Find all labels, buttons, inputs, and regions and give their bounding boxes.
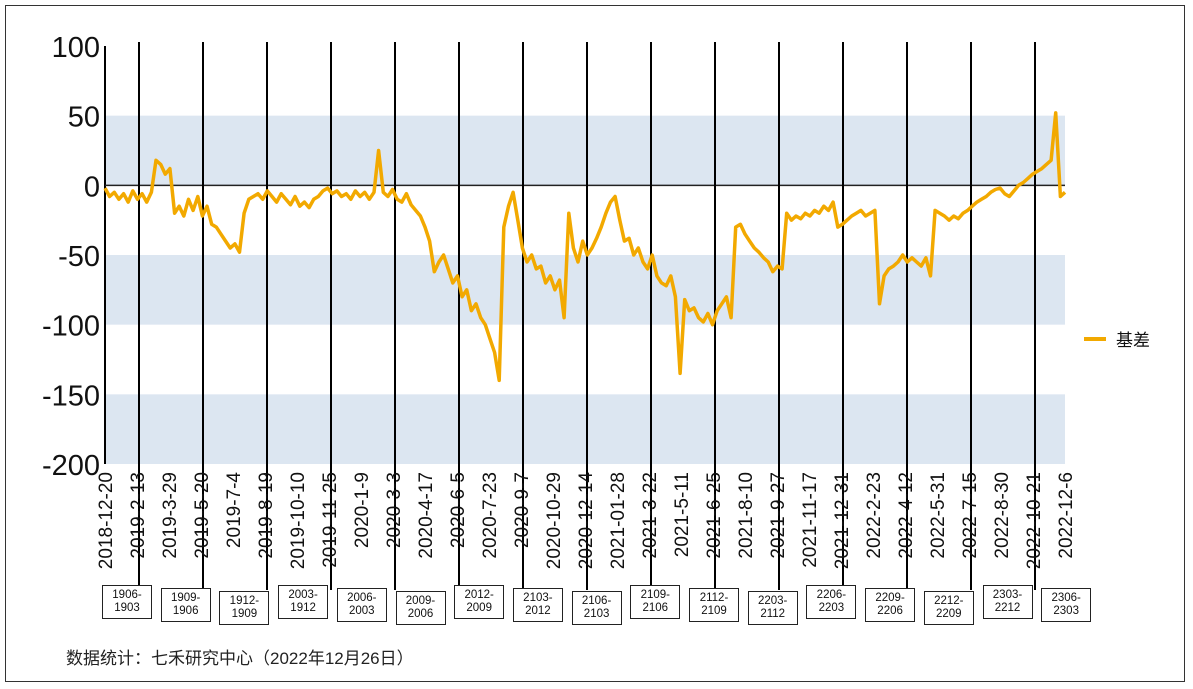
x-tick-label: 2019-5-20: [192, 472, 213, 559]
x-tick-label: 2021-8-10: [736, 472, 757, 559]
x-tick-label: 2021-9-27: [768, 472, 789, 559]
y-tick-label: -150: [42, 380, 100, 412]
x-tick-label: 2021-3-22: [640, 472, 661, 559]
x-tick-label: 2022-2-23: [864, 472, 885, 559]
x-tick-label: 2021-6-25: [704, 472, 725, 559]
x-tick-label: 2020-7-23: [480, 472, 501, 559]
x-tick-label: 2020-3-3: [384, 472, 405, 548]
x-tick-label: 2022-4-12: [896, 472, 917, 559]
y-tick-label: -50: [58, 241, 100, 273]
band-0: [105, 115, 1065, 186]
x-tick-label: 2019-7-4: [224, 472, 245, 548]
x-tick-label: 2022-5-31: [928, 472, 949, 559]
legend: 基差: [1084, 326, 1150, 351]
y-tick-label: -100: [42, 311, 100, 343]
x-tick-label: 2022-7-15: [960, 472, 981, 559]
x-tick-label: 2020-4-17: [416, 472, 437, 559]
band-1: [105, 255, 1065, 325]
series-line-basis: [103, 111, 1067, 383]
legend-label: 基差: [1116, 331, 1150, 350]
x-tick-label: 2022-10-21: [1024, 472, 1045, 569]
source-footnote: 数据统计：七禾研究中心（2022年12月26日）: [66, 649, 414, 668]
legend-swatch: [1084, 336, 1106, 341]
x-tick-label: 2020-6-5: [448, 472, 469, 548]
x-tick-label: 2019-8-19: [256, 472, 277, 559]
band-2: [105, 394, 1065, 464]
chart-frame: [5, 5, 1185, 682]
y-tick-label: 50: [68, 102, 100, 134]
x-tick-label: 2021-12-31: [832, 472, 853, 569]
x-tick-label: 2018-12-20: [96, 472, 117, 569]
y-tick-label: 100: [52, 32, 100, 64]
x-tick-label: 2019-11-25: [320, 472, 341, 568]
x-tick-label: 2019-2-13: [128, 472, 149, 559]
x-tick-label: 2021-11-17: [800, 472, 821, 568]
y-tick-label: 0: [84, 171, 100, 203]
x-tick-label: 2020-9-7: [512, 472, 533, 548]
x-tick-label: 2020-1-9: [352, 472, 373, 548]
x-tick-label: 2020-12-14: [576, 472, 597, 570]
x-tick-label: 2020-10-29: [544, 472, 565, 569]
x-tick-label: 2021-5-11: [672, 472, 693, 557]
x-tick-label: 2019-3-29: [160, 472, 181, 559]
x-tick-label: 2022-8-30: [992, 472, 1013, 559]
x-tick-label: 2019-10-10: [288, 472, 309, 569]
x-tick-label: 2022-12-6: [1056, 472, 1077, 559]
x-tick-label: 2021-01-28: [608, 472, 629, 569]
y-tick-label: -200: [42, 450, 100, 482]
